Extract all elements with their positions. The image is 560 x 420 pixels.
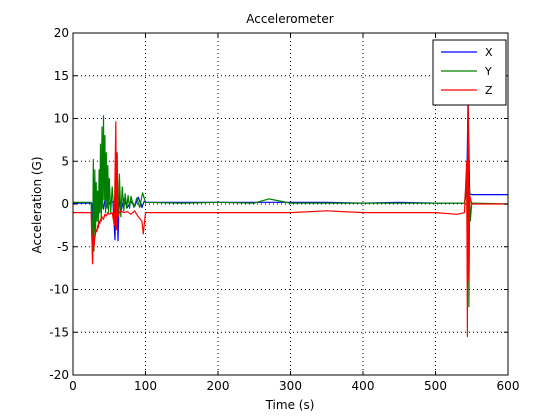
series-layer [73,75,509,338]
y-tick-label: 5 [61,154,69,168]
y-tick-label: 15 [54,69,69,83]
legend-label-y: Y [484,65,492,78]
y-tick-label: -20 [49,368,69,382]
x-tick-label: 300 [279,379,302,393]
legend-label-z: Z [485,84,493,97]
legend: XYZ [432,39,507,106]
chart-title: Accelerometer [246,12,333,26]
x-tick-label: 400 [352,379,375,393]
y-tick-label: 0 [61,197,69,211]
legend-label-x: X [485,46,493,59]
x-axis-title: Time (s) [265,398,315,412]
y-tick-label: -10 [49,283,69,297]
x-tick-label: 200 [207,379,230,393]
x-tick-label: 600 [497,379,520,393]
y-tick-label: -15 [49,325,69,339]
x-tick-label: 100 [134,379,157,393]
y-tick-label: 20 [54,26,69,40]
x-tick-label: 0 [69,379,77,393]
y-tick-label: -5 [57,240,69,254]
y-tick-label: 10 [54,112,69,126]
x-tick-label: 500 [424,379,447,393]
series-line-y [73,109,509,308]
series-line-z [73,75,508,338]
ticks: 0 100 200 300 400 500 600 -20 -15 -10 -5 0 5 10 15 20 [49,26,519,393]
y-axis-title: Acceleration (G) [30,156,44,253]
legend-box [432,39,507,106]
